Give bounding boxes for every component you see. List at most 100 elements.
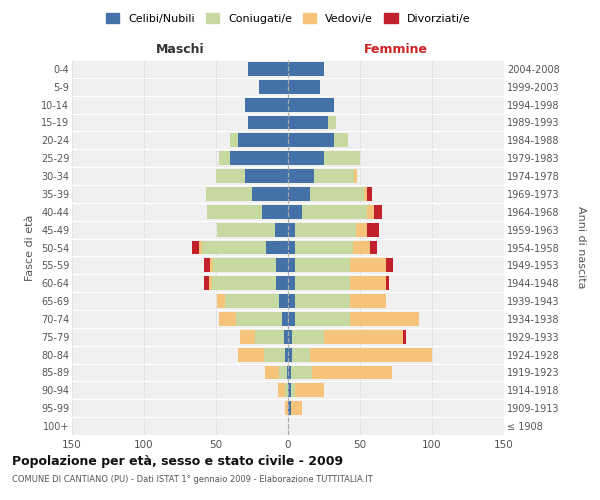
Bar xyxy=(224,294,280,308)
Bar xyxy=(288,401,291,415)
Bar xyxy=(280,294,288,308)
Bar xyxy=(288,205,302,219)
Bar xyxy=(238,348,263,362)
Bar xyxy=(295,258,350,272)
Bar xyxy=(370,240,377,254)
Bar xyxy=(212,276,277,290)
Bar xyxy=(278,384,285,398)
Bar xyxy=(205,276,209,290)
Bar xyxy=(367,222,379,236)
Bar xyxy=(202,240,266,254)
Bar xyxy=(288,348,292,362)
Bar xyxy=(285,384,288,398)
Text: Femmine: Femmine xyxy=(364,44,428,57)
Bar xyxy=(288,116,328,130)
Bar xyxy=(287,366,288,380)
Bar xyxy=(288,294,295,308)
Bar xyxy=(310,348,432,362)
Bar xyxy=(288,312,295,326)
Text: Popolazione per età, sesso e stato civile - 2009: Popolazione per età, sesso e stato civil… xyxy=(12,455,343,468)
Bar xyxy=(255,330,284,344)
Bar xyxy=(386,258,393,272)
Bar xyxy=(288,258,295,272)
Bar xyxy=(217,222,275,236)
Bar xyxy=(245,98,288,112)
Bar xyxy=(288,80,320,94)
Bar xyxy=(313,366,392,380)
Bar xyxy=(248,116,288,130)
Bar xyxy=(295,222,356,236)
Bar xyxy=(374,205,382,219)
Bar xyxy=(241,330,255,344)
Bar xyxy=(334,134,349,147)
Bar xyxy=(275,222,288,236)
Bar xyxy=(230,151,288,165)
Bar xyxy=(216,169,245,183)
Bar xyxy=(367,187,371,201)
Bar xyxy=(350,312,419,326)
Bar xyxy=(386,276,389,290)
Bar xyxy=(284,330,288,344)
Bar xyxy=(328,116,335,130)
Bar xyxy=(277,258,288,272)
Bar xyxy=(288,240,295,254)
Bar xyxy=(262,205,288,219)
Bar xyxy=(356,222,367,236)
Bar xyxy=(277,276,288,290)
Bar xyxy=(236,312,282,326)
Bar xyxy=(219,151,230,165)
Bar xyxy=(353,240,370,254)
Bar xyxy=(213,258,277,272)
Bar xyxy=(302,205,367,219)
Bar xyxy=(191,240,199,254)
Y-axis label: Fasce di età: Fasce di età xyxy=(25,214,35,280)
Bar xyxy=(310,187,364,201)
Bar xyxy=(367,205,374,219)
Bar xyxy=(288,187,310,201)
Y-axis label: Anni di nascita: Anni di nascita xyxy=(576,206,586,289)
Bar xyxy=(295,276,350,290)
Bar xyxy=(288,62,324,76)
Bar xyxy=(288,366,291,380)
Bar xyxy=(282,312,288,326)
Bar xyxy=(350,276,386,290)
Bar xyxy=(285,401,288,415)
Bar xyxy=(210,258,213,272)
Bar xyxy=(314,169,354,183)
Bar xyxy=(263,348,285,362)
Bar xyxy=(288,169,314,183)
Bar xyxy=(288,384,291,398)
Bar xyxy=(266,240,288,254)
Bar xyxy=(288,222,295,236)
Text: Maschi: Maschi xyxy=(155,44,205,57)
Bar xyxy=(199,240,202,254)
Bar xyxy=(364,187,367,201)
Bar xyxy=(280,366,287,380)
Bar xyxy=(248,62,288,76)
Text: COMUNE DI CANTIANO (PU) - Dati ISTAT 1° gennaio 2009 - Elaborazione TUTTITALIA.I: COMUNE DI CANTIANO (PU) - Dati ISTAT 1° … xyxy=(12,475,373,484)
Bar xyxy=(291,384,295,398)
Bar xyxy=(324,151,360,165)
Bar xyxy=(252,187,288,201)
Bar xyxy=(288,151,324,165)
Bar xyxy=(295,312,350,326)
Bar xyxy=(245,169,288,183)
Bar xyxy=(350,294,386,308)
Bar xyxy=(288,134,334,147)
Bar xyxy=(292,330,324,344)
Bar xyxy=(288,276,295,290)
Bar xyxy=(208,205,262,219)
Bar xyxy=(324,330,403,344)
Bar xyxy=(230,134,238,147)
Bar xyxy=(295,384,324,398)
Bar xyxy=(265,366,280,380)
Bar xyxy=(295,240,353,254)
Bar xyxy=(292,348,310,362)
Bar xyxy=(295,294,350,308)
Bar xyxy=(206,187,252,201)
Bar xyxy=(259,80,288,94)
Bar xyxy=(285,348,288,362)
Bar xyxy=(217,294,224,308)
Bar xyxy=(350,258,386,272)
Bar xyxy=(354,169,357,183)
